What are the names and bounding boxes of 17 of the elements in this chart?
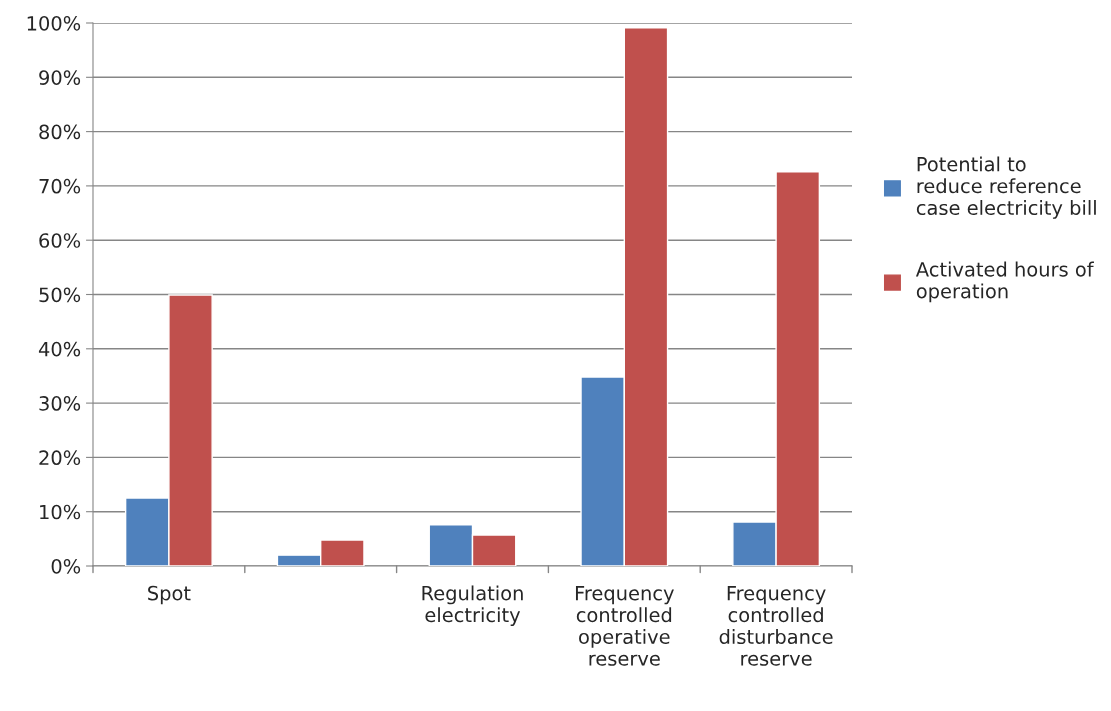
y-tick-label: 60% xyxy=(39,233,81,248)
y-tick-label: 90% xyxy=(39,70,81,85)
y-tick-label: 70% xyxy=(39,178,81,194)
y-tick-label: 100% xyxy=(27,15,81,31)
x-tick-label: Spot xyxy=(148,585,191,605)
x-tick-label: Frequency controlled operative reserve xyxy=(575,586,674,666)
y-tick-label: 30% xyxy=(39,396,81,411)
y-tick-label: 0% xyxy=(51,558,81,574)
y-tick-label: 10% xyxy=(40,504,81,520)
legend-label: Potential to reduce reference case electricity bill xyxy=(916,156,1096,219)
y-tick-label: 50% xyxy=(39,287,81,303)
y-tick-label: 40% xyxy=(38,341,81,357)
x-tick-label: Regulation electricity xyxy=(422,585,523,627)
legend-label: Activated hours of operation xyxy=(915,261,1094,303)
y-tick-label: 80% xyxy=(39,124,81,140)
x-tick-label: Frequency controlled disturbance reserve xyxy=(719,586,833,666)
y-tick-label: 20% xyxy=(39,450,81,466)
